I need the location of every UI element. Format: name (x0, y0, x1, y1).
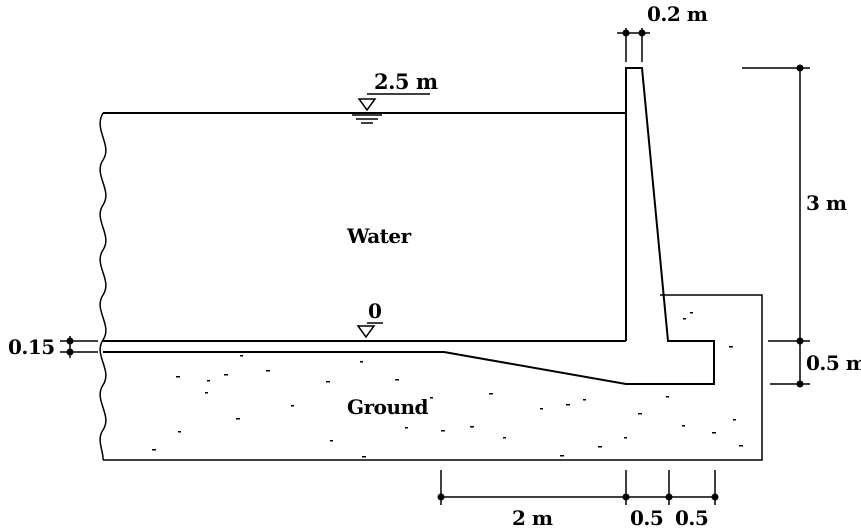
wall-height-label: 3 m (806, 191, 847, 215)
taper-length-label: 2 m (512, 506, 553, 530)
wall-top-width-label: 0.2 m (647, 2, 708, 26)
slab-thickness-label: 0.15 (8, 335, 55, 359)
ground-label: Ground (347, 395, 429, 419)
left-break-line (99, 112, 107, 461)
ground-outline (103, 294, 763, 461)
toe-width-label: 0.5 (630, 506, 663, 530)
water-label: Water (346, 224, 412, 248)
dimension-slab-thickness (60, 336, 98, 358)
dimension-wall-height (742, 64, 810, 345)
ground-speckles (152, 312, 743, 458)
water-level-top-label: 2.5 m (374, 69, 438, 94)
dimension-bottom-chain (437, 470, 719, 505)
dimension-base-thickness (768, 340, 810, 388)
water-level-symbol-top (352, 93, 430, 124)
base-thickness-label: 0.5 m (806, 351, 861, 375)
wall-outline (103, 67, 715, 385)
dimension-wall-top-width (617, 28, 650, 62)
water-level-symbol-bottom (356, 322, 383, 339)
water-level-bottom-label: 0 (368, 299, 381, 323)
heel-width-label: 0.5 (675, 506, 708, 530)
